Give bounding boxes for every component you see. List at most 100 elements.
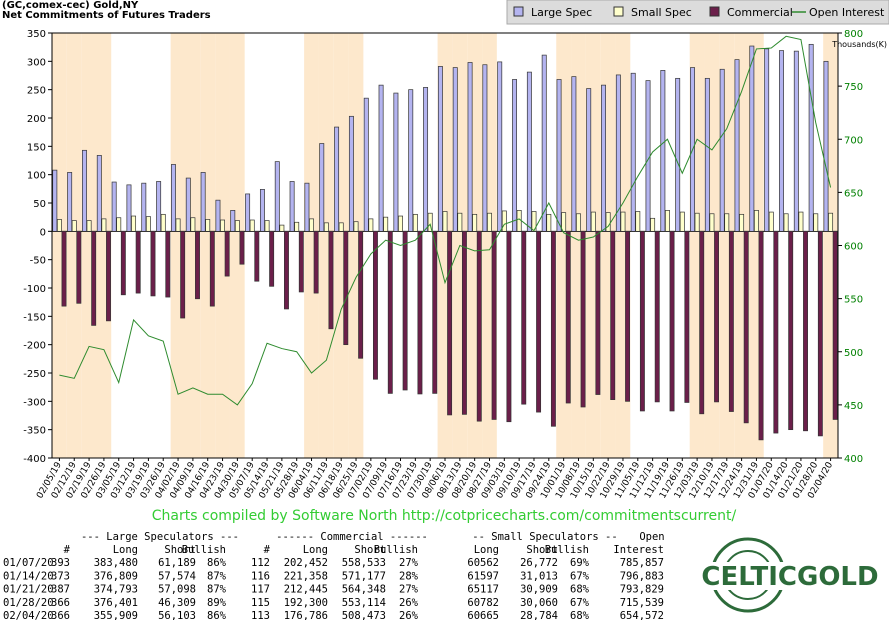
month-band xyxy=(244,33,260,458)
table-group-header: -- Small Speculators -- xyxy=(472,531,617,543)
bar xyxy=(639,230,645,412)
bar xyxy=(521,230,527,405)
bar xyxy=(160,213,166,232)
bar xyxy=(323,222,329,232)
bar xyxy=(635,211,641,232)
bar xyxy=(131,215,137,232)
bar xyxy=(427,212,433,232)
bar xyxy=(86,220,92,232)
y-tick-label: 300 xyxy=(27,57,46,68)
y-tick-label: -350 xyxy=(23,426,46,437)
table-column-header: # xyxy=(64,544,71,556)
table-column-header: Bullish xyxy=(545,544,589,556)
bar xyxy=(230,210,236,232)
bar xyxy=(368,218,374,232)
bar xyxy=(116,217,122,232)
legend-swatch xyxy=(513,6,524,17)
bar xyxy=(601,84,606,232)
table-cell: 387 xyxy=(51,584,70,596)
y2-tick-label: 800 xyxy=(844,29,863,40)
bar xyxy=(491,230,497,420)
bar xyxy=(338,222,344,232)
bar xyxy=(423,87,429,232)
month-band xyxy=(111,33,127,458)
bar xyxy=(56,219,62,232)
table-cell: 553,114 xyxy=(342,597,386,609)
bar xyxy=(190,217,196,232)
bar xyxy=(675,77,681,232)
table-cell: 373 xyxy=(51,570,70,582)
table-cell: 86% xyxy=(207,557,227,569)
bar xyxy=(363,97,369,232)
table-column-header: Short xyxy=(354,544,386,556)
table-column-header: Short xyxy=(526,544,558,556)
bar xyxy=(156,181,162,232)
bar xyxy=(82,149,87,232)
table-cell: 61,189 xyxy=(158,557,196,569)
bar xyxy=(694,212,700,232)
month-band xyxy=(126,33,141,458)
table-cell: 383,480 xyxy=(94,557,138,569)
month-band xyxy=(66,33,82,458)
bar xyxy=(298,230,304,293)
table-column-header: Bullish xyxy=(374,544,418,556)
bar xyxy=(61,230,67,307)
bar xyxy=(709,213,715,232)
bar xyxy=(234,220,240,232)
table-cell: 67% xyxy=(570,597,590,609)
legend-swatch xyxy=(709,6,720,17)
bar xyxy=(126,184,132,232)
bar xyxy=(220,219,225,232)
bar xyxy=(442,211,448,232)
table-cell: 87% xyxy=(207,570,227,582)
table-cell: 715,539 xyxy=(620,597,664,609)
table-cell: 57,098 xyxy=(158,584,196,596)
table-cell: 26% xyxy=(399,610,419,620)
bar xyxy=(590,211,596,232)
month-band xyxy=(52,33,67,458)
table-cell: 28,784 xyxy=(520,610,558,620)
table-cell: 221,358 xyxy=(284,570,328,582)
table-cell: 61597 xyxy=(467,570,499,582)
table-group-header: Open xyxy=(639,531,664,543)
table-cell: 60665 xyxy=(467,610,499,620)
y-tick-label: 50 xyxy=(33,199,46,210)
table-cell: 56,103 xyxy=(158,610,196,620)
bar xyxy=(808,43,814,232)
table-cell: 01/28/20 xyxy=(3,597,54,609)
data-table: --- Large Speculators --- ------ Commerci… xyxy=(3,531,665,620)
bar xyxy=(145,216,151,232)
y-tick-label: 100 xyxy=(27,171,46,182)
y2-tick-label: 650 xyxy=(844,188,863,199)
bar xyxy=(319,143,325,232)
bar xyxy=(832,230,838,420)
bar xyxy=(773,230,779,434)
bar xyxy=(279,224,285,232)
legend-label: Open Interest xyxy=(809,6,885,19)
table-cell: 26,772 xyxy=(520,557,558,569)
bar xyxy=(180,230,186,319)
table-column-header: Short xyxy=(164,544,196,556)
bar xyxy=(645,80,651,232)
bar xyxy=(383,216,389,232)
bar xyxy=(501,210,507,232)
y-tick-label: 200 xyxy=(27,114,46,125)
bar xyxy=(536,230,542,413)
table-cell: 393 xyxy=(51,557,70,569)
bar xyxy=(665,210,670,232)
bar xyxy=(556,79,562,232)
y2-tick-label: 400 xyxy=(844,454,863,465)
legend-label: Small Spec xyxy=(631,6,692,19)
bar xyxy=(71,220,77,232)
y-tick-label: 0 xyxy=(40,227,46,238)
table-cell: 26% xyxy=(399,597,419,609)
line xyxy=(59,35,832,406)
table-cell: 116 xyxy=(251,570,270,582)
y-tick-label: -250 xyxy=(23,369,46,380)
bar xyxy=(605,212,611,232)
bar xyxy=(669,230,675,412)
bar xyxy=(334,126,340,232)
bar xyxy=(724,213,730,232)
bar xyxy=(328,230,334,330)
